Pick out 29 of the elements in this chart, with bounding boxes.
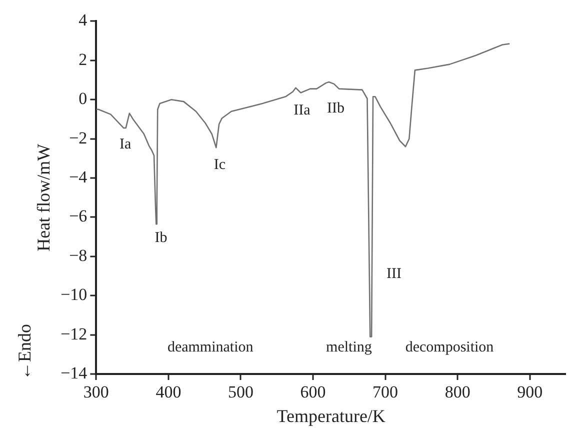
x-tick-label: 900 — [517, 382, 543, 402]
x-tick-label: 400 — [156, 382, 182, 402]
x-tick-label: 800 — [444, 382, 470, 402]
y-tick-label: −4 — [69, 167, 88, 186]
annotation: melting — [326, 339, 372, 356]
y-tick-label: −2 — [69, 128, 88, 148]
x-tick-label: 300 — [83, 382, 109, 402]
y-tick-label: 4 — [78, 10, 88, 30]
text: ←Endo — [14, 324, 35, 380]
y-axis-title: Heat flow/mW — [34, 144, 54, 252]
y-tick-label: 2 — [78, 50, 88, 69]
annotation: Ib — [154, 230, 168, 246]
annotation: IIb — [327, 100, 345, 116]
annotation: IIa — [294, 102, 311, 118]
x-tick-label: 700 — [372, 382, 398, 402]
y-tick-label: −12 — [60, 324, 88, 344]
y-tick-label: −6 — [69, 206, 88, 226]
annotation: decomposition — [405, 339, 494, 356]
x-tick-label: 500 — [228, 382, 254, 402]
y-tick-label: 0 — [78, 89, 88, 108]
annotation: Ia — [119, 136, 132, 153]
annotation: III — [386, 266, 402, 282]
x-axis-title: Temperature/K — [276, 406, 386, 426]
y-tick-label: −10 — [60, 285, 88, 304]
y-tick-label: −8 — [69, 246, 88, 265]
annotation: Ic — [214, 157, 226, 174]
annotation: deammination — [167, 339, 254, 356]
y-tick-label: −14 — [60, 363, 88, 382]
x-tick-label: 600 — [300, 382, 326, 402]
